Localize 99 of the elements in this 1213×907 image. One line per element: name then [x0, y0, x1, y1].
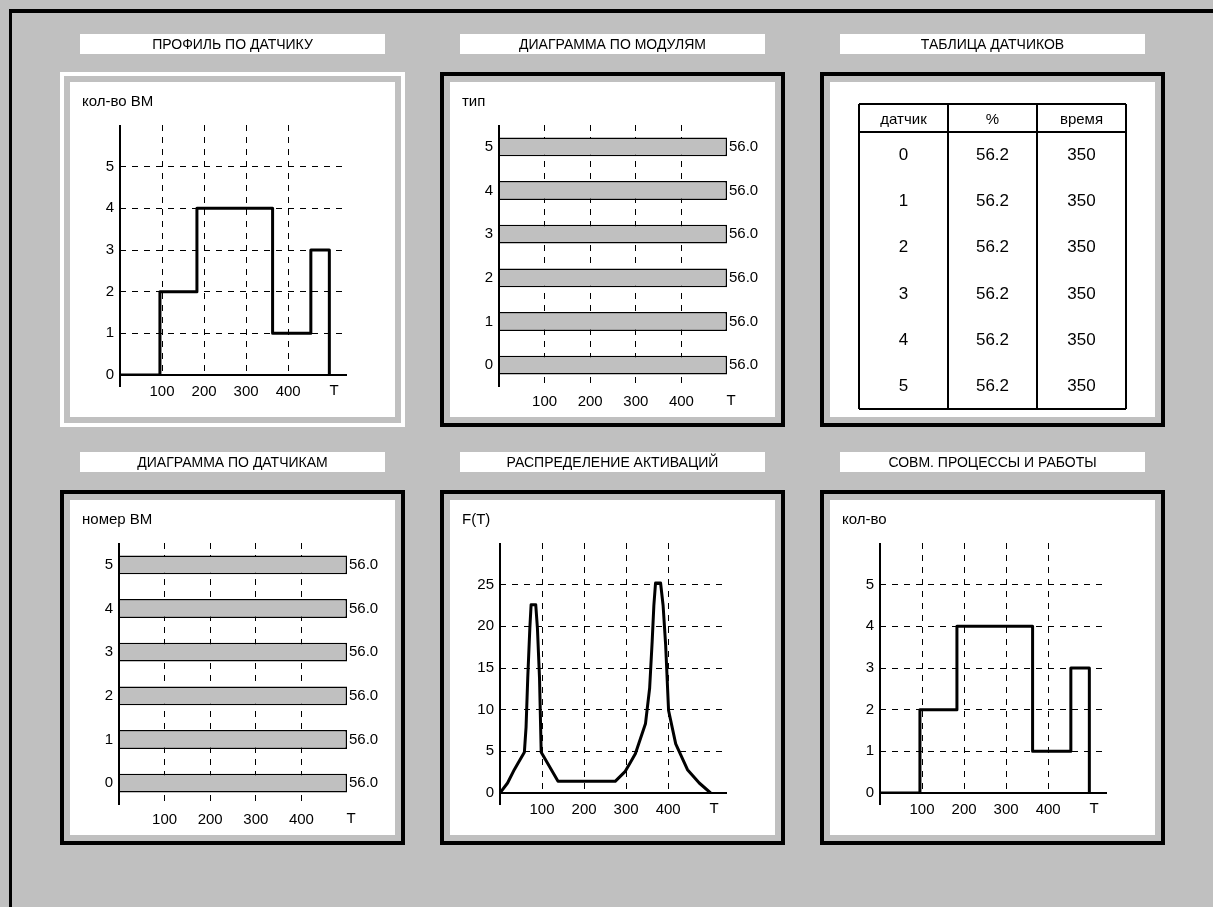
chart-title: СОВМ. ПРОЦЕССЫ И РАБОТЫ — [840, 452, 1145, 472]
data-label: 56.2 — [975, 283, 1010, 304]
y-tick-label: 3 — [105, 240, 114, 258]
x-tick-label: 100 — [529, 800, 555, 818]
data-label: 350 — [1067, 283, 1096, 304]
y-tick-label: 0 — [104, 773, 113, 791]
y-tick-label: 20 — [477, 616, 494, 634]
x-axis-title: T — [1089, 798, 1099, 816]
y-axis-title: кол-во — [842, 510, 887, 528]
y-tick-label: 0 — [105, 365, 114, 383]
data-label: 56.2 — [975, 145, 1010, 166]
chart-title: ПРОФИЛЬ ПО ДАТЧИКУ — [80, 34, 385, 54]
text: 56.0 — [729, 355, 759, 373]
y-tick-label: 0 — [484, 355, 493, 373]
x-tick-label: 300 — [623, 392, 649, 410]
y-tick-label: 5 — [485, 741, 494, 759]
x-tick-label: 400 — [275, 382, 301, 400]
x-tick-label: 100 — [149, 382, 175, 400]
y-tick-label: 2 — [865, 699, 874, 717]
y-tick-label: 5 — [865, 574, 874, 592]
y-tick-label: 1 — [484, 311, 493, 329]
y-tick-label: 2 — [484, 267, 493, 285]
y-tick-label: 5 — [898, 375, 909, 396]
text: 56.0 — [729, 180, 759, 198]
x-tick-label: 300 — [613, 800, 639, 818]
data-label: 56.2 — [975, 329, 1010, 350]
text: 56.0 — [349, 773, 379, 791]
y-tick-label: 1 — [865, 741, 874, 759]
text: 56.0 — [349, 554, 379, 572]
data-label: 350 — [1067, 145, 1096, 166]
y-tick-label: 10 — [477, 699, 494, 717]
y-tick-label: 0 — [485, 783, 494, 801]
x-tick-label: 200 — [951, 800, 977, 818]
y-tick-label: 1 — [105, 323, 114, 341]
y-tick-label: 3 — [898, 283, 909, 304]
y-tick-label: 5 — [104, 554, 113, 572]
x-axis-title: T — [726, 390, 736, 408]
data-label: 350 — [1067, 375, 1096, 396]
text: 56.0 — [349, 598, 379, 616]
y-tick-label: 2 — [105, 281, 114, 299]
text: 56.0 — [349, 685, 379, 703]
text: 56.0 — [729, 136, 759, 154]
y-tick-label: 25 — [477, 574, 494, 592]
data-label: 56.2 — [975, 191, 1010, 212]
x-tick-label: 100 — [909, 800, 935, 818]
data-label: 350 — [1067, 191, 1096, 212]
y-tick-label: 4 — [105, 198, 114, 216]
x-tick-label: 300 — [993, 800, 1019, 818]
y-tick-label: 3 — [484, 224, 493, 242]
y-tick-label: 0 — [865, 783, 874, 801]
chart-title: ДИАГРАММА ПО ДАТЧИКАМ — [80, 452, 385, 472]
chart-title: ТАБЛИЦА ДАТЧИКОВ — [840, 34, 1145, 54]
text: 56.0 — [729, 311, 759, 329]
x-tick-label: 400 — [1035, 800, 1061, 818]
x-axis-title: T — [709, 798, 719, 816]
x-tick-label: 400 — [655, 800, 681, 818]
y-tick-label: 5 — [105, 156, 114, 174]
y-tick-label: 5 — [484, 136, 493, 154]
x-tick-label: 200 — [191, 382, 217, 400]
x-tick-label: 400 — [668, 392, 694, 410]
x-tick-label: 300 — [243, 810, 269, 828]
y-tick-label: 15 — [477, 658, 494, 676]
x-tick-label: % — [985, 109, 1000, 127]
y-tick-label: 2 — [898, 237, 909, 258]
x-tick-label: 200 — [577, 392, 603, 410]
y-tick-label: 4 — [898, 329, 909, 350]
data-label: 56.2 — [975, 375, 1010, 396]
data-label: 350 — [1067, 329, 1096, 350]
data-label: 56.2 — [975, 237, 1010, 258]
chart-title: РАСПРЕДЕЛЕНИЕ АКТИВАЦИЙ — [460, 452, 765, 472]
y-tick-label: 1 — [898, 191, 909, 212]
x-tick-label: 300 — [233, 382, 259, 400]
y-tick-label: 3 — [865, 658, 874, 676]
y-tick-label: 3 — [104, 642, 113, 660]
y-axis-title: кол-во ВМ — [82, 92, 154, 110]
x-tick-label: 200 — [571, 800, 597, 818]
x-tick-label: 100 — [532, 392, 558, 410]
data-label: 350 — [1067, 237, 1096, 258]
y-tick-label: 2 — [104, 685, 113, 703]
y-tick-label: 4 — [104, 598, 113, 616]
y-axis-title: номер ВМ — [82, 510, 153, 528]
x-tick-label: 200 — [197, 810, 223, 828]
x-axis-title: T — [346, 808, 356, 826]
y-axis-title: тип — [462, 92, 486, 110]
text: 56.0 — [349, 642, 379, 660]
text: 56.0 — [729, 267, 759, 285]
y-tick-label: 4 — [484, 180, 493, 198]
y-axis-title: F(T) — [462, 510, 491, 528]
x-tick-label: время — [1059, 109, 1104, 127]
chart-title: ДИАГРАММА ПО МОДУЛЯМ — [460, 34, 765, 54]
y-tick-label: 1 — [104, 729, 113, 747]
x-axis-title: T — [329, 380, 339, 398]
x-tick-label: 400 — [288, 810, 314, 828]
x-tick-label: 100 — [152, 810, 178, 828]
y-axis-title: датчик — [880, 109, 927, 127]
y-tick-label: 0 — [898, 145, 909, 166]
text: 56.0 — [729, 224, 759, 242]
text: 56.0 — [349, 729, 379, 747]
y-tick-label: 4 — [865, 616, 874, 634]
